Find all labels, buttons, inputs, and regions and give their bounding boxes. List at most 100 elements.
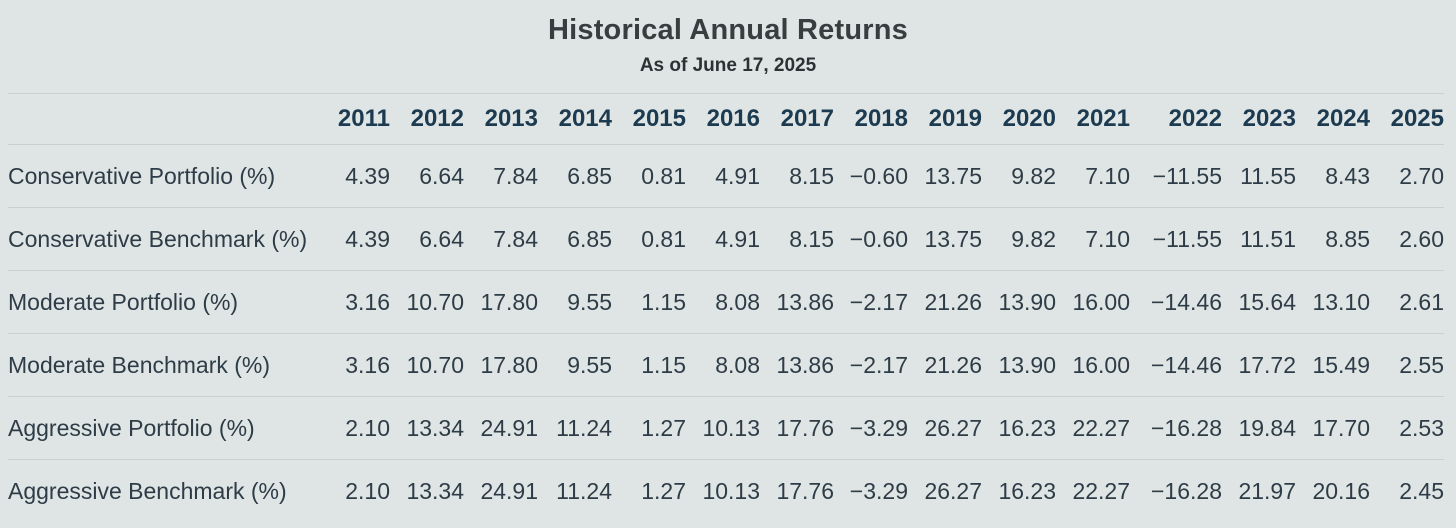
year-column-header: 2024 <box>1316 105 1370 132</box>
year-column-header: 2020 <box>1002 105 1056 132</box>
return-value-cell: 11.24 <box>556 414 612 441</box>
return-value-cell: 9.55 <box>567 288 612 315</box>
row-label: Aggressive Portfolio (%) <box>8 414 255 441</box>
return-value-cell: 10.13 <box>702 477 760 504</box>
return-value-cell: 7.10 <box>1085 225 1130 252</box>
return-value-cell: 26.27 <box>924 414 982 441</box>
return-value-cell: 6.85 <box>567 162 612 189</box>
return-value-cell: 2.61 <box>1399 288 1444 315</box>
return-value-cell: 13.34 <box>406 414 464 441</box>
row-label: Conservative Portfolio (%) <box>8 162 276 189</box>
return-value-cell: 6.64 <box>419 162 464 189</box>
return-value-cell: −14.46 <box>1151 351 1222 378</box>
return-value-cell: 2.70 <box>1399 162 1444 189</box>
return-value-cell: 10.70 <box>406 288 464 315</box>
return-value-cell: 19.84 <box>1238 414 1296 441</box>
year-column-header: 2017 <box>780 105 834 132</box>
year-column-header: 2022 <box>1168 105 1222 132</box>
return-value-cell: 1.15 <box>641 288 686 315</box>
return-value-cell: 4.91 <box>715 225 760 252</box>
year-column-header: 2015 <box>632 105 686 132</box>
return-value-cell: 13.90 <box>998 288 1056 315</box>
return-value-cell: 8.08 <box>715 351 760 378</box>
year-column-header: 2025 <box>1390 105 1444 132</box>
year-header-row: 2011 2012 2013 2014 2015 2016 2017 2018 2019 2020… <box>8 93 1444 145</box>
return-value-cell: 13.86 <box>776 288 834 315</box>
return-value-cell: 4.39 <box>345 225 390 252</box>
return-value-cell: 2.60 <box>1399 225 1444 252</box>
year-column-header: 2012 <box>410 105 464 132</box>
return-value-cell: 8.43 <box>1325 162 1370 189</box>
return-value-cell: 16.23 <box>998 477 1056 504</box>
return-value-cell: 8.85 <box>1325 225 1370 252</box>
return-value-cell: −3.29 <box>849 477 908 504</box>
return-value-cell: 17.80 <box>480 351 538 378</box>
return-value-cell: 24.91 <box>480 414 538 441</box>
return-value-cell: 4.91 <box>715 162 760 189</box>
table-body: Conservative Portfolio (%) 4.39 6.64 7.84 6.… <box>8 145 1444 523</box>
return-value-cell: 9.82 <box>1011 225 1056 252</box>
year-column-header: 2013 <box>484 105 538 132</box>
return-value-cell: −2.17 <box>849 351 908 378</box>
return-value-cell: 7.84 <box>493 162 538 189</box>
return-value-cell: 26.27 <box>924 477 982 504</box>
return-value-cell: 13.86 <box>776 351 834 378</box>
return-value-cell: 11.24 <box>556 477 612 504</box>
return-value-cell: −16.28 <box>1151 414 1222 441</box>
row-label: Conservative Benchmark (%) <box>8 225 308 252</box>
return-value-cell: 2.45 <box>1399 477 1444 504</box>
table-header-block: Historical Annual Returns As of June 17,… <box>0 0 1456 93</box>
return-value-cell: 13.75 <box>924 162 982 189</box>
return-value-cell: 22.27 <box>1072 414 1130 441</box>
return-value-cell: 2.10 <box>345 414 390 441</box>
return-value-cell: 17.80 <box>480 288 538 315</box>
return-value-cell: 1.27 <box>641 477 686 504</box>
return-value-cell: 21.26 <box>924 351 982 378</box>
as-of-date: As of June 17, 2025 <box>639 54 817 76</box>
return-value-cell: 0.81 <box>641 162 686 189</box>
return-value-cell: 22.27 <box>1072 477 1130 504</box>
year-column-header: 2019 <box>928 105 982 132</box>
year-column-header: 2023 <box>1242 105 1296 132</box>
return-value-cell: 4.39 <box>345 162 390 189</box>
return-value-cell: −11.55 <box>1152 162 1222 189</box>
return-value-cell: 6.85 <box>567 225 612 252</box>
return-value-cell: 10.13 <box>702 414 760 441</box>
year-column-header: 2014 <box>558 105 612 132</box>
return-value-cell: 10.70 <box>406 351 464 378</box>
return-value-cell: 2.55 <box>1399 351 1444 378</box>
return-value-cell: 2.10 <box>345 477 390 504</box>
historical-returns-table: 2011 2012 2013 2014 2015 2016 2017 2018 2019 2020… <box>8 93 1444 523</box>
return-value-cell: −11.55 <box>1152 225 1222 252</box>
return-value-cell: 0.81 <box>641 225 686 252</box>
return-value-cell: 13.34 <box>406 477 464 504</box>
return-value-cell: 21.26 <box>924 288 982 315</box>
return-value-cell: 17.76 <box>776 414 834 441</box>
return-value-cell: 21.97 <box>1238 477 1296 504</box>
page-title: Historical Annual Returns <box>547 14 909 46</box>
year-column-header: 2011 <box>337 105 390 132</box>
table-row: Conservative Benchmark (%) 4.39 6.64 7.84 6.… <box>8 208 1444 271</box>
return-value-cell: −14.46 <box>1151 288 1222 315</box>
table-row: Aggressive Benchmark (%) 2.10 13.34 24.91 11… <box>8 460 1444 523</box>
return-value-cell: 13.90 <box>998 351 1056 378</box>
return-value-cell: 9.55 <box>567 351 612 378</box>
table-row: Aggressive Portfolio (%) 2.10 13.34 24.91 11… <box>8 397 1444 460</box>
return-value-cell: 24.91 <box>480 477 538 504</box>
year-column-header: 2018 <box>854 105 908 132</box>
return-value-cell: 1.15 <box>641 351 686 378</box>
return-value-cell: 8.08 <box>715 288 760 315</box>
return-value-cell: 9.82 <box>1011 162 1056 189</box>
return-value-cell: 15.64 <box>1238 288 1296 315</box>
return-value-cell: 17.72 <box>1238 351 1296 378</box>
year-column-header: 2021 <box>1076 105 1130 132</box>
table-row: Moderate Benchmark (%) 3.16 10.70 17.80 9.55… <box>8 334 1444 397</box>
row-label: Moderate Portfolio (%) <box>8 288 239 315</box>
return-value-cell: 16.00 <box>1072 288 1130 315</box>
return-value-cell: −3.29 <box>849 414 908 441</box>
return-value-cell: −0.60 <box>849 162 908 189</box>
return-value-cell: 13.75 <box>924 225 982 252</box>
year-column-header: 2016 <box>706 105 760 132</box>
returns-table-container: 2011 2012 2013 2014 2015 2016 2017 2018 2019 2020… <box>0 93 1456 523</box>
